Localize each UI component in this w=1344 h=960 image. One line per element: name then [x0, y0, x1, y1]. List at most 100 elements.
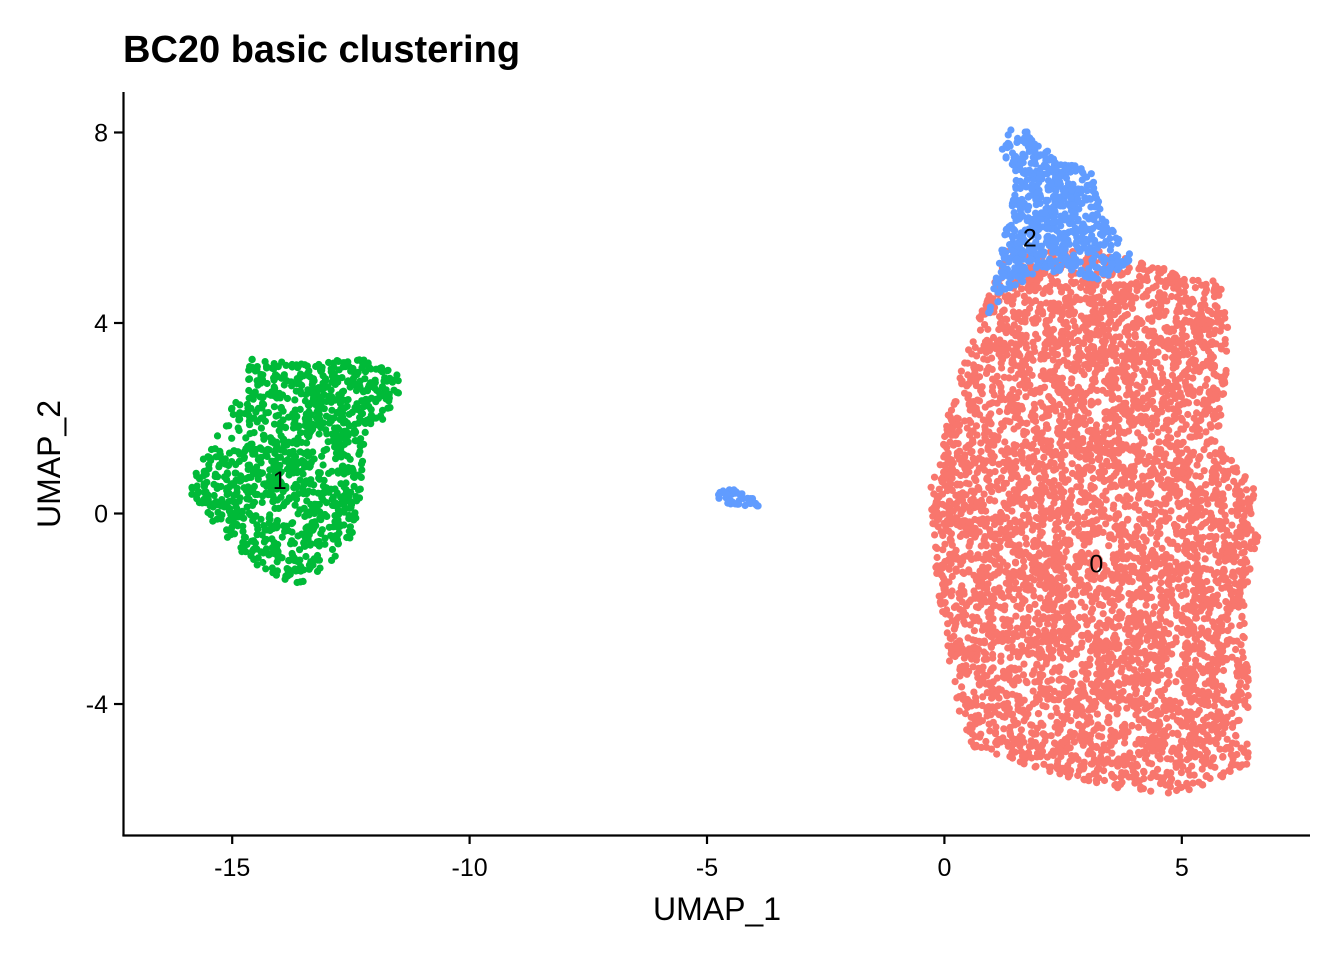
- cluster-0-point: [1134, 527, 1142, 535]
- cluster-0-point: [1153, 528, 1161, 536]
- cluster-0-point: [1041, 476, 1049, 484]
- cluster-0-point: [1023, 679, 1031, 687]
- cluster-0-point: [1053, 640, 1061, 648]
- cluster-0-point: [1128, 299, 1136, 307]
- cluster-0-point: [1189, 779, 1197, 787]
- cluster-0-point: [943, 629, 951, 637]
- cluster-0-point: [1005, 490, 1013, 498]
- cluster-0-point: [1173, 530, 1181, 538]
- cluster-0-point: [1164, 378, 1172, 387]
- cluster-0-point: [1141, 378, 1149, 386]
- cluster-0-point: [1208, 338, 1216, 346]
- cluster-0-point: [1071, 367, 1079, 375]
- cluster-0-point: [1062, 394, 1070, 403]
- cluster-0-point: [1042, 732, 1050, 740]
- cluster-0-point: [1045, 581, 1054, 589]
- points-layer: [188, 126, 1262, 797]
- cluster-0-point: [1217, 682, 1226, 690]
- cluster-0-point: [1182, 684, 1190, 692]
- cluster-0-point: [977, 601, 985, 609]
- cluster-0-point: [1142, 601, 1150, 609]
- cluster-0-point: [1121, 328, 1129, 336]
- cluster-0-point: [1015, 541, 1023, 549]
- cluster-0-point: [1219, 518, 1227, 526]
- cluster-0-point: [1192, 528, 1200, 537]
- cluster-0-point: [1189, 720, 1197, 728]
- cluster-0-point: [950, 625, 958, 633]
- cluster-0-point: [1229, 720, 1237, 728]
- cluster-0-point: [1062, 547, 1070, 556]
- cluster-0-point: [1228, 709, 1236, 718]
- cluster-0-point: [1124, 444, 1132, 453]
- cluster-0-point: [1174, 749, 1182, 757]
- cluster-0-point: [1165, 494, 1173, 502]
- cluster-0-point: [1240, 578, 1248, 587]
- cluster-0-point: [1191, 753, 1199, 761]
- cluster-0-point: [1231, 534, 1239, 542]
- cluster-0-point: [1067, 717, 1075, 725]
- cluster-0-point: [1080, 520, 1088, 528]
- cluster-0-point: [975, 681, 984, 689]
- cluster-0-point: [1189, 339, 1197, 347]
- cluster-0-point: [1098, 724, 1106, 732]
- cluster-0-point: [1039, 632, 1047, 640]
- cluster-0-point: [1182, 294, 1190, 302]
- cluster-0-point: [1201, 555, 1209, 563]
- cluster-0-point: [933, 553, 941, 562]
- cluster-0-point: [1106, 666, 1114, 675]
- cluster-0-point: [1090, 508, 1098, 516]
- cluster-0-point: [967, 496, 975, 505]
- cluster-0-point: [1112, 368, 1120, 377]
- cluster-0-point: [1062, 283, 1070, 291]
- cluster-0-point: [1114, 319, 1122, 327]
- cluster-0-point: [1236, 621, 1244, 630]
- cluster-0-point: [1031, 412, 1039, 420]
- cluster-0-point: [1116, 585, 1124, 593]
- cluster-0-point: [1187, 517, 1195, 525]
- cluster-0-point: [1186, 731, 1194, 739]
- cluster-0-point: [1040, 383, 1049, 391]
- cluster-0-point: [1027, 640, 1035, 648]
- cluster-0-point: [1133, 397, 1141, 405]
- cluster-0-point: [952, 567, 960, 575]
- cluster-0-point: [1105, 279, 1113, 287]
- cluster-0-point: [1078, 352, 1086, 360]
- cluster-0-point: [1186, 667, 1194, 675]
- cluster-0-point: [1102, 655, 1110, 663]
- cluster-0-point: [1143, 595, 1151, 603]
- cluster-0-point: [1180, 709, 1189, 718]
- cluster-0-point: [1157, 337, 1165, 345]
- cluster-0-point: [948, 431, 956, 439]
- cluster-0-point: [1159, 468, 1167, 477]
- cluster-0-point: [998, 447, 1006, 455]
- cluster-0-point: [1175, 502, 1183, 510]
- cluster-0-point: [1157, 649, 1165, 657]
- cluster-0-point: [991, 730, 1000, 738]
- cluster-0-point: [1123, 638, 1131, 646]
- cluster-0-point: [1058, 374, 1066, 382]
- cluster-0-point: [1219, 752, 1227, 761]
- cluster-0-point: [1185, 503, 1194, 511]
- cluster-0-point: [969, 663, 977, 671]
- cluster-0-point: [1190, 694, 1199, 702]
- cluster-0-point: [937, 597, 945, 605]
- cluster-0-point: [972, 382, 981, 390]
- cluster-0-point: [1106, 531, 1114, 539]
- cluster-0-point: [1069, 317, 1078, 325]
- cluster-0-point: [1219, 647, 1227, 655]
- cluster-0-point: [1215, 422, 1223, 430]
- cluster-0-point: [1045, 448, 1053, 456]
- cluster-0-point: [1048, 575, 1056, 583]
- cluster-0-point: [1201, 722, 1209, 730]
- cluster-0-point: [1151, 696, 1159, 705]
- cluster-0-point: [1033, 278, 1041, 286]
- cluster-0-point: [1050, 477, 1058, 485]
- cluster-0-point: [1189, 448, 1198, 456]
- cluster-0-point: [1059, 448, 1067, 457]
- cluster-0-point: [1061, 504, 1069, 512]
- cluster-0-point: [1093, 710, 1101, 718]
- cluster-0-point: [1037, 300, 1045, 308]
- cluster-0-point: [997, 686, 1006, 694]
- cluster-0-point: [1036, 532, 1044, 540]
- cluster-0-point: [1196, 332, 1204, 340]
